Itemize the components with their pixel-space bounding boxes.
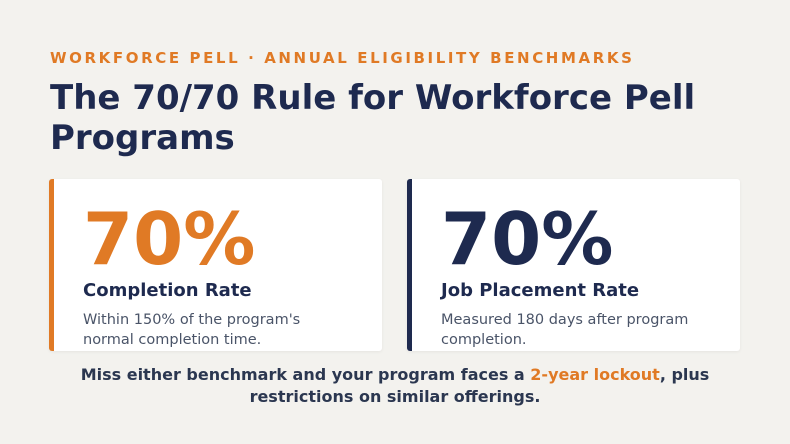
footer-note: Miss either benchmark and your program f… (40, 364, 750, 408)
footer-note-text-end: , plus restrictions on similar offerings… (249, 365, 710, 406)
page-title: The 70/70 Rule for Workforce Pell Progra… (50, 78, 696, 158)
completion-rate-value: 70% (83, 197, 256, 281)
job-placement-rate-value: 70% (441, 197, 614, 281)
job-placement-rate-description: Measured 180 days after program completi… (441, 312, 689, 348)
completion-rate-description: Within 150% of the program's normal comp… (83, 312, 301, 348)
eyebrow-label: WORKFORCE PELL · ANNUAL ELIGIBILITY BENC… (50, 49, 635, 67)
job-placement-rate-label: Job Placement Rate (441, 280, 640, 301)
completion-rate-label: Completion Rate (83, 280, 252, 301)
lockout-highlight: 2-year lockout (530, 365, 660, 384)
completion-rate-card: 70% Completion Rate Within 150% of the p… (49, 179, 382, 351)
job-placement-rate-card: 70% Job Placement Rate Measured 180 days… (407, 179, 740, 351)
footer-note-text: Miss either benchmark and your program f… (80, 365, 531, 384)
